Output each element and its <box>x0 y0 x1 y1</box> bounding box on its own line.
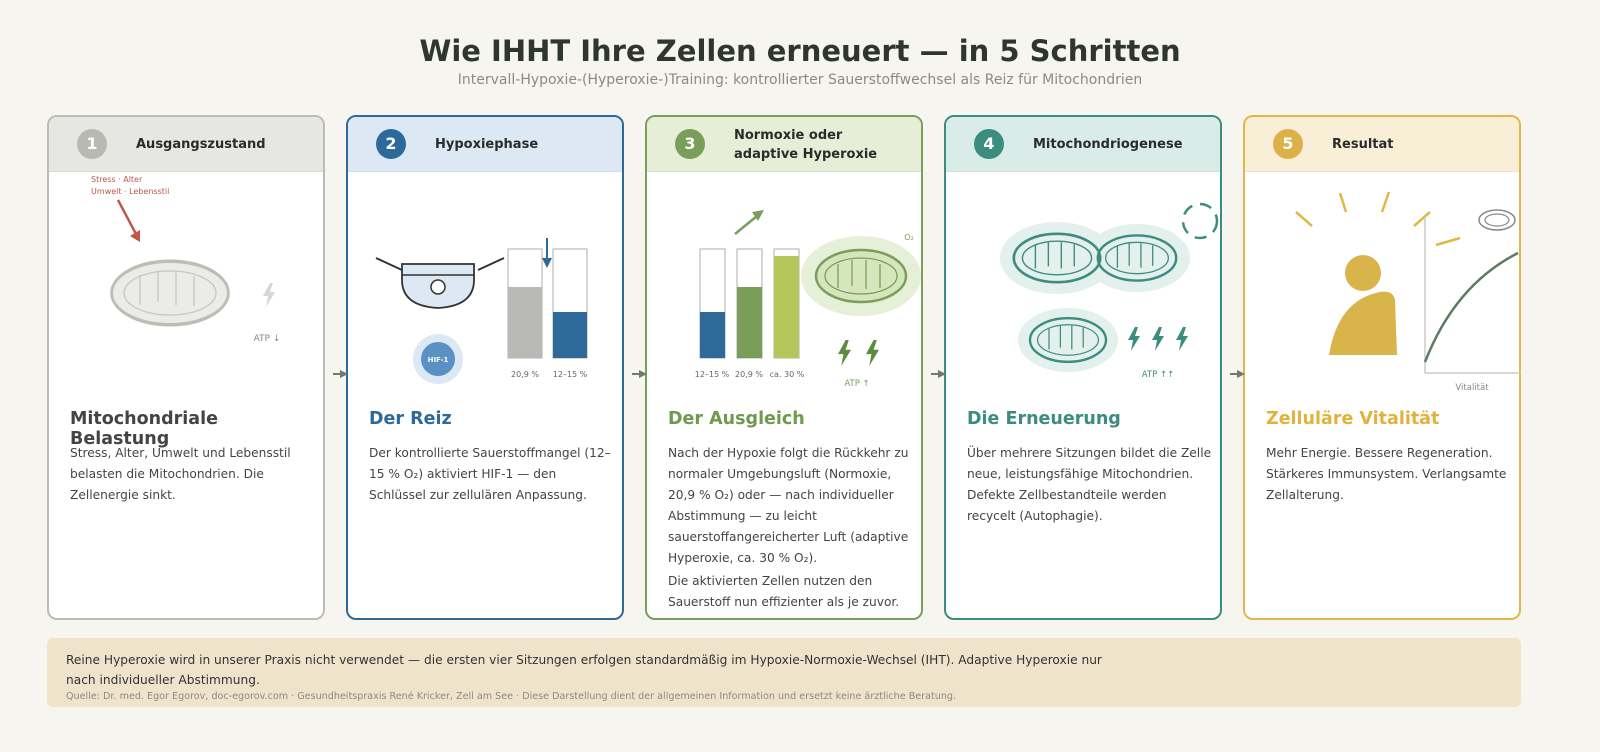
step-number: 3 <box>675 129 705 159</box>
step-label: Hypoxiephase <box>435 137 539 152</box>
step-text: Mehr Energie. Bessere Regeneration. Stär… <box>1266 443 1512 508</box>
step-heading: Zelluläre Vitalität <box>1266 409 1440 429</box>
step-card: 1 Ausgangszustand Mitochondriale Belastung… <box>47 115 325 620</box>
step-card: 2 Hypoxiephase Der Reiz Der kontrollierte S… <box>346 115 624 620</box>
step-heading: Mitochondriale Belastung <box>70 409 218 449</box>
step-card: 3 Normoxie oder adaptive Hyperoxie Der Aus… <box>645 115 923 620</box>
step-number: 2 <box>376 129 406 159</box>
subtitle: Intervall-Hypoxie-(Hyperoxie-)Training: … <box>457 72 1143 88</box>
paragraph: Nach der Hypoxie folgt die Rückkehr zu n… <box>668 446 909 565</box>
title: Wie IHHT Ihre Zellen erneuert — in 5 Sch… <box>419 34 1181 68</box>
paragraph: Der kontrollierte Sauerstoffmangel (12–1… <box>369 446 611 502</box>
step-card: 5 Resultat Zelluläre Vitalität Mehr Energie… <box>1243 115 1521 620</box>
paragraph: Stress, Alter, Umwelt und Lebensstil bel… <box>70 446 291 502</box>
step-number: 1 <box>77 129 107 159</box>
step-text: Über mehrere Sitzungen bildet die Zelle … <box>967 443 1213 529</box>
card-header: 3 Normoxie oder adaptive Hyperoxie <box>647 117 921 172</box>
footer-note: Reine Hyperoxie wird in unserer Praxis n… <box>66 653 1102 687</box>
footer-source: Quelle: Dr. med. Egor Egorov, doc-egorov… <box>66 691 957 702</box>
paragraph: Mehr Energie. Bessere Regeneration. Stär… <box>1266 446 1507 502</box>
card-header: 2 Hypoxiephase <box>348 117 622 172</box>
step-heading: Der Ausgleich <box>668 409 805 429</box>
step-text: Der kontrollierte Sauerstoffmangel (12–1… <box>369 443 615 508</box>
step-label: Resultat <box>1332 137 1394 152</box>
step-label: Ausgangszustand <box>136 137 266 152</box>
footer: Reine Hyperoxie wird in unserer Praxis n… <box>47 638 1521 707</box>
step-heading: Der Reiz <box>369 409 452 429</box>
paragraph: Die aktivierten Zellen nutzen den Sauers… <box>668 574 900 609</box>
step-number: 5 <box>1273 129 1303 159</box>
step-label: Normoxie oder adaptive Hyperoxie <box>734 127 878 162</box>
card-header: 5 Resultat <box>1245 117 1519 172</box>
paragraph: Über mehrere Sitzungen bildet die Zelle … <box>967 446 1212 523</box>
step-label: Mitochondriogenese <box>1033 137 1183 152</box>
step-number: 4 <box>974 129 1004 159</box>
card-header: 1 Ausgangszustand <box>49 117 323 172</box>
step-text: Nach der Hypoxie folgt die Rückkehr zu n… <box>668 443 914 615</box>
step-text: Stress, Alter, Umwelt und Lebensstil bel… <box>70 443 316 508</box>
card-header: 4 Mitochondriogenese <box>946 117 1220 172</box>
step-card: 4 Mitochondriogenese Die Erneuerung Über me… <box>944 115 1222 620</box>
step-heading: Die Erneuerung <box>967 409 1121 429</box>
